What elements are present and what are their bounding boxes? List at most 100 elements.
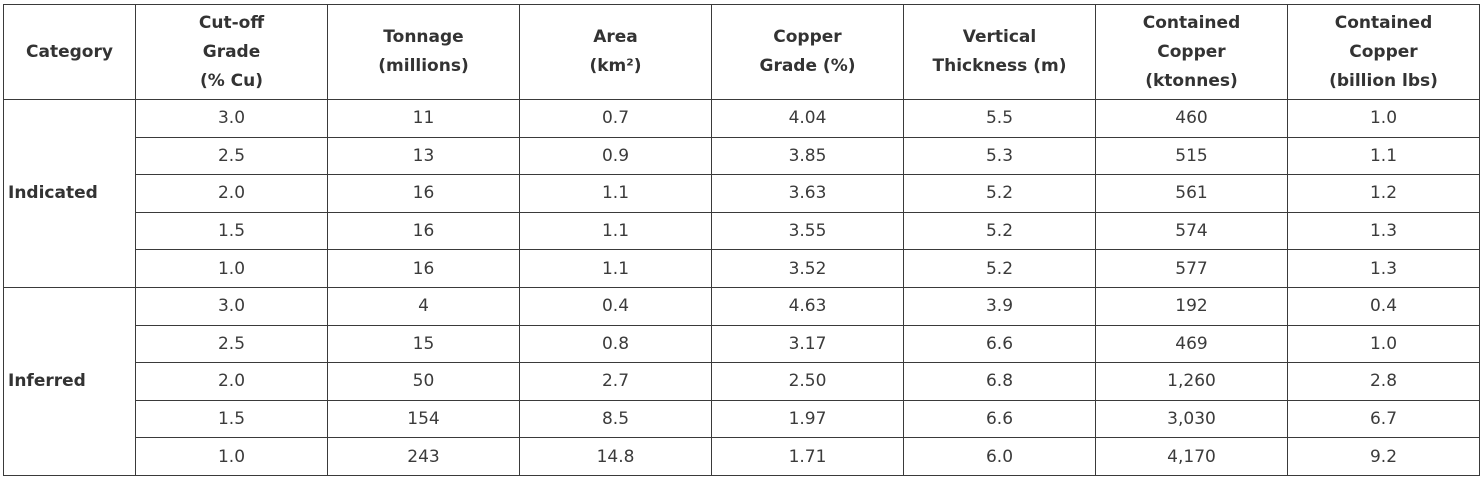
- header-text: (billion lbs): [1329, 70, 1438, 91]
- header-text: Grade (%): [759, 56, 856, 76]
- data-cell: 5.2: [903, 249, 1096, 288]
- header-cell: Area (km²): [519, 4, 712, 100]
- header-text: Thickness (m): [932, 56, 1067, 76]
- data-cell: 6.6: [903, 324, 1096, 364]
- data-cell: 577: [1095, 249, 1288, 288]
- data-cell: 5.2: [903, 211, 1096, 251]
- data-cell: 1.3: [1287, 211, 1480, 251]
- header-row: Category Cut-off Grade (% Cu) Tonnage (millio…: [3, 4, 1480, 100]
- data-cell: 1.0: [135, 437, 328, 476]
- header-text: Cut-off: [198, 12, 265, 33]
- data-cell: 3.63: [711, 174, 904, 213]
- data-cell: 6.0: [903, 437, 1096, 476]
- data-cell: 1.3: [1287, 249, 1480, 288]
- data-cell: 469: [1095, 324, 1288, 364]
- data-cell: 1.1: [519, 211, 712, 251]
- table-row: Indicated 3.0 11 0.7 4.04 5.5 460 1.0: [3, 99, 1480, 288]
- data-cell: 4,170: [1095, 437, 1288, 476]
- data-cell: 0.4: [519, 286, 712, 326]
- data-cell: 50: [327, 362, 520, 401]
- header-cell: Vertical Thickness (m): [903, 4, 1096, 100]
- header-cell: Contained Copper (ktonnes): [1095, 4, 1288, 100]
- page: Category Cut-off Grade (% Cu) Tonnage (millio…: [0, 4, 1482, 482]
- header-text: Copper: [773, 27, 842, 47]
- data-cell: 1.1: [519, 174, 712, 213]
- data-cell: 0.9: [519, 136, 712, 176]
- table-row: 1.5 16 1.1 3.55 5.2 574 1.3: [4, 211, 1480, 251]
- header-text: Copper: [1349, 41, 1418, 62]
- data-cell: 2.0: [135, 362, 328, 401]
- data-cell: 3.52: [711, 249, 904, 288]
- data-cell: 4: [327, 286, 520, 326]
- data-cell: 2.7: [519, 362, 712, 401]
- resource-table: Category Cut-off Grade (% Cu) Tonnage (millio…: [3, 4, 1480, 476]
- header-text: Vertical: [962, 27, 1037, 47]
- data-cell: 4.63: [711, 286, 904, 326]
- header-cell: Tonnage (millions): [327, 4, 520, 100]
- data-cell: 3.0: [135, 99, 328, 138]
- data-cell: 1.71: [711, 437, 904, 476]
- header-text: Tonnage: [383, 27, 464, 47]
- data-cell: 1.97: [711, 399, 904, 439]
- data-cell: 574: [1095, 211, 1288, 251]
- data-cell: 3.17: [711, 324, 904, 364]
- data-cell: 3.55: [711, 211, 904, 251]
- data-cell: 243: [327, 437, 520, 476]
- data-cell: 1.1: [1287, 136, 1480, 176]
- data-cell: 2.50: [711, 362, 904, 401]
- data-cell: 1.0: [135, 249, 328, 288]
- data-cell: 460: [1095, 99, 1288, 138]
- category-cell: Inferred: [3, 286, 136, 476]
- table-body: Indicated 3.0 11 0.7 4.04 5.5 460 1.0 2.5 13 0.9 3.…: [3, 99, 1480, 476]
- table-row: 1.5 154 8.5 1.97 6.6 3,030 6.7: [4, 399, 1480, 439]
- table-header: Category Cut-off Grade (% Cu) Tonnage (millio…: [3, 4, 1480, 100]
- data-cell: 8.5: [519, 399, 712, 439]
- data-cell: 2.8: [1287, 362, 1480, 401]
- header-text: Grade: [202, 41, 261, 62]
- header-text: Contained: [1334, 12, 1433, 33]
- data-cell: 1.0: [1287, 324, 1480, 364]
- table-row: 1.0 243 14.8 1.71 6.0 4,170 9.2: [4, 437, 1480, 476]
- data-cell: 16: [327, 211, 520, 251]
- data-cell: 5.5: [903, 99, 1096, 138]
- header-text: Area: [593, 27, 638, 47]
- data-cell: 1.5: [135, 211, 328, 251]
- header-cell: Category: [3, 4, 136, 100]
- data-cell: 2.0: [135, 174, 328, 213]
- header-cell: Copper Grade (%): [711, 4, 904, 100]
- data-cell: 3.0: [135, 286, 328, 326]
- data-cell: 1,260: [1095, 362, 1288, 401]
- data-cell: 2.5: [135, 324, 328, 364]
- table-row: 2.5 15 0.8 3.17 6.6 469 1.0: [4, 324, 1480, 364]
- data-cell: 1.2: [1287, 174, 1480, 213]
- table-row: 2.0 50 2.7 2.50 6.8 1,260 2.8: [4, 362, 1480, 401]
- header-text: (millions): [378, 56, 469, 76]
- data-cell: 9.2: [1287, 437, 1480, 476]
- data-cell: 154: [327, 399, 520, 439]
- header-text: Category: [26, 41, 113, 62]
- data-cell: 0.8: [519, 324, 712, 364]
- table-row: Inferred 3.0 4 0.4 4.63 3.9 192 0.4: [3, 286, 1480, 476]
- data-cell: 5.3: [903, 136, 1096, 176]
- table-row: 2.5 13 0.9 3.85 5.3 515 1.1: [4, 136, 1480, 176]
- data-cell: 0.7: [519, 99, 712, 138]
- data-cell: 0.4: [1287, 286, 1480, 326]
- data-cell: 3.9: [903, 286, 1096, 326]
- data-cell: 15: [327, 324, 520, 364]
- table-row: 2.0 16 1.1 3.63 5.2 561 1.2: [4, 174, 1480, 213]
- data-cell: 11: [327, 99, 520, 138]
- data-cell: 1.0: [1287, 99, 1480, 138]
- data-cell: 2.5: [135, 136, 328, 176]
- data-cell: 3.85: [711, 136, 904, 176]
- data-cell: 6.6: [903, 399, 1096, 439]
- data-cell: 6.7: [1287, 399, 1480, 439]
- data-cell: 3,030: [1095, 399, 1288, 439]
- table-row: 1.0 16 1.1 3.52 5.2 577 1.3: [4, 249, 1480, 288]
- data-cell: 1.5: [135, 399, 328, 439]
- data-cell: 5.2: [903, 174, 1096, 213]
- data-cell: 6.8: [903, 362, 1096, 401]
- data-cell: 4.04: [711, 99, 904, 138]
- header-text: (% Cu): [199, 70, 264, 91]
- header-cell: Contained Copper (billion lbs): [1287, 4, 1480, 100]
- header-text: (km²): [589, 56, 642, 76]
